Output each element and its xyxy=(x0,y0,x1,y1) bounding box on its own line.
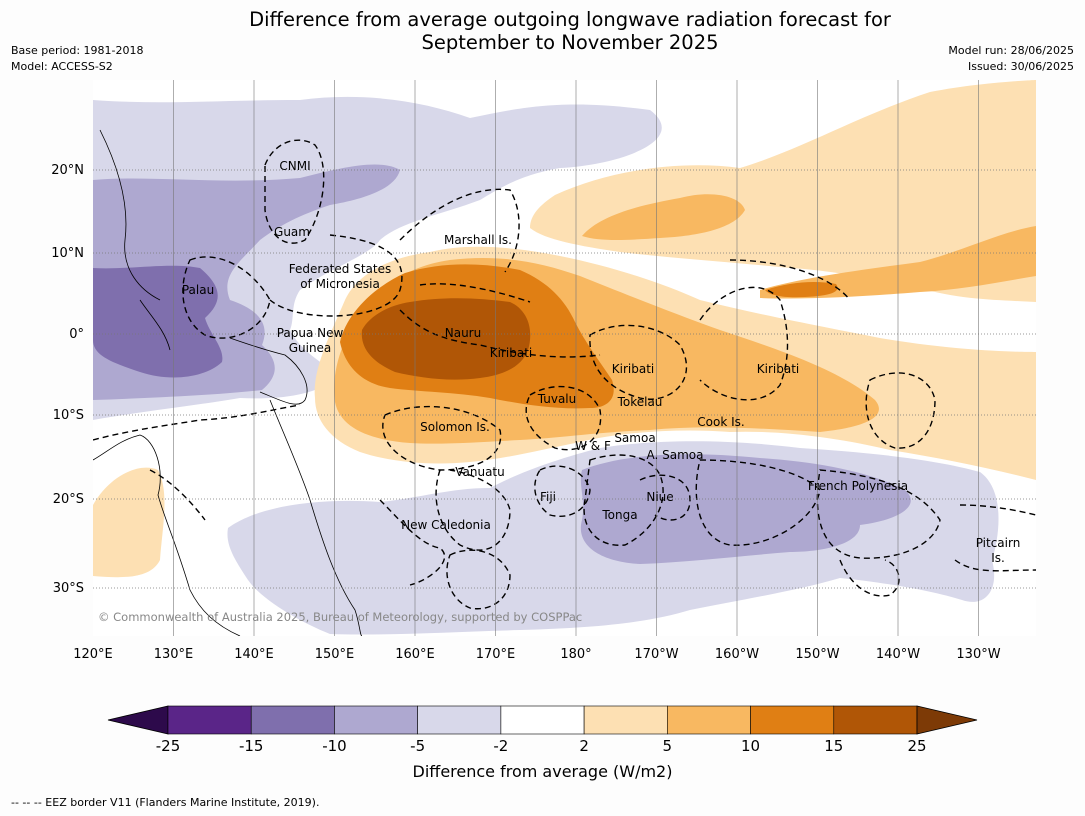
svg-text:150°E: 150°E xyxy=(315,647,355,662)
svg-text:140°E: 140°E xyxy=(234,647,274,662)
svg-text:160°W: 160°W xyxy=(715,647,759,662)
colorbar-tick-label: -15 xyxy=(239,737,264,755)
coastline-philippines xyxy=(99,129,171,351)
svg-text:170°E: 170°E xyxy=(476,647,516,662)
svg-text:30°S: 30°S xyxy=(53,581,84,596)
label-fpoly: French Polynesia xyxy=(808,479,908,493)
label-tonga: Tonga xyxy=(601,508,637,522)
mid-purple-south xyxy=(580,454,911,564)
label-kiribati-1: Kiribati xyxy=(490,346,532,360)
label-cnmi: CNMI xyxy=(279,159,310,173)
label-fsm-2: of Micronesia xyxy=(300,277,380,291)
label-niue: Niue xyxy=(646,490,673,504)
orange-band-east-2 xyxy=(765,282,838,298)
svg-text:170°W: 170°W xyxy=(634,647,678,662)
coastline-australia-east xyxy=(269,399,363,636)
issued-date: Issued: 30/06/2025 xyxy=(967,60,1074,73)
colorbar-tick-label: -2 xyxy=(493,737,508,755)
label-marshall: Marshall Is. xyxy=(444,233,512,247)
colorbar-segment xyxy=(500,705,585,735)
colorbar-segment xyxy=(750,705,835,735)
orange-band-north xyxy=(582,194,745,240)
label-asamoa: A. Samoa xyxy=(647,448,704,462)
label-fsm-1: Federated States xyxy=(289,262,391,276)
label-cook: Cook Is. xyxy=(697,415,744,429)
label-fiji: Fiji xyxy=(540,490,556,504)
label-tokelau: Tokelau xyxy=(617,395,663,409)
colorbar-segment xyxy=(667,705,751,735)
label-guam: Guam xyxy=(274,225,310,239)
label-nauru: Nauru xyxy=(445,326,481,340)
colorbar-tick-label: -10 xyxy=(322,737,347,755)
colorbar-segment xyxy=(250,705,335,735)
colorbar-tick-label: 10 xyxy=(741,737,760,755)
colorbar-label: Difference from average (W/m2) xyxy=(412,762,673,781)
model-run: Model run: 28/06/2025 xyxy=(948,44,1074,57)
label-samoa: Samoa xyxy=(614,431,655,445)
svg-text:10°N: 10°N xyxy=(51,246,84,261)
colorbar-extend-high xyxy=(916,705,978,735)
map-title: Difference from average outgoing longwav… xyxy=(0,8,1085,54)
svg-text:130°W: 130°W xyxy=(956,647,1000,662)
svg-text:160°E: 160°E xyxy=(395,647,435,662)
dark-orange-core xyxy=(361,298,531,380)
label-pitcairn-1: Pitcairn xyxy=(976,536,1021,550)
svg-text:130°E: 130°E xyxy=(154,647,194,662)
meta-left: Base period: 1981-2018 Model: ACCESS-S2 xyxy=(11,43,143,75)
colorbar-tick-label: -5 xyxy=(410,737,425,755)
latitude-lines xyxy=(93,169,1036,589)
copyright-text: © Commonwealth of Australia 2025, Bureau… xyxy=(98,610,582,624)
colorbar-tick-label: 5 xyxy=(663,737,673,755)
label-palau: Palau xyxy=(182,283,214,297)
coastline-australia xyxy=(93,434,241,636)
meta-right: Model run: 28/06/2025 Issued: 30/06/2025 xyxy=(948,43,1074,75)
colorbar-extend-low xyxy=(107,705,169,735)
orange-band-east xyxy=(760,226,1036,299)
colorbar-segment xyxy=(167,705,252,735)
svg-text:150°W: 150°W xyxy=(795,647,839,662)
label-vanuatu: Vanuatu xyxy=(455,465,505,479)
svg-text:120°E: 120°E xyxy=(73,647,113,662)
label-tuvalu: Tuvalu xyxy=(537,392,577,406)
label-png-2: Guinea xyxy=(289,341,332,355)
svg-text:10°S: 10°S xyxy=(53,408,84,423)
colorbar-segment xyxy=(334,705,418,735)
svg-text:0°: 0° xyxy=(69,327,84,342)
label-kiribati-3: Kiribati xyxy=(757,362,799,376)
colorbar-tick-label: 2 xyxy=(579,737,589,755)
label-png-1: Papua New xyxy=(277,326,344,340)
eez-borders xyxy=(93,139,1036,610)
colorbar-tick-label: 25 xyxy=(907,737,926,755)
model-name: Model: ACCESS-S2 xyxy=(11,60,113,73)
svg-text:20°N: 20°N xyxy=(51,163,84,178)
label-pitcairn-2: Is. xyxy=(991,551,1005,565)
svg-text:20°S: 20°S xyxy=(53,492,84,507)
colorbar-tick-label: -25 xyxy=(156,737,181,755)
svg-text:140°W: 140°W xyxy=(876,647,920,662)
label-kiribati-2: Kiribati xyxy=(612,362,654,376)
label-solomon: Solomon Is. xyxy=(420,420,490,434)
colorbar-tick-label: 15 xyxy=(824,737,843,755)
label-wf: W & F xyxy=(575,439,611,453)
dark-purple-west xyxy=(93,265,223,378)
svg-text:180°: 180° xyxy=(560,647,591,662)
title-line-2: September to November 2025 xyxy=(421,31,719,54)
colorbar-segment xyxy=(417,705,502,735)
map-plot-area: CNMI Guam Marshall Is. Federated States … xyxy=(93,80,1036,636)
graticule xyxy=(173,80,979,636)
base-period: Base period: 1981-2018 xyxy=(11,44,144,57)
australia-anomaly xyxy=(93,467,165,578)
longitude-labels: 120°E 130°E 140°E 150°E 160°E 170°E 180°… xyxy=(73,647,1000,662)
latitude-labels: 20°N 10°N 0° 10°S 20°S 30°S xyxy=(51,163,84,596)
region-labels: CNMI Guam Marshall Is. Federated States … xyxy=(182,159,1020,565)
colorbar-segment xyxy=(833,705,918,735)
coastline-new-guinea xyxy=(229,337,308,405)
colorbar-segment xyxy=(583,705,668,735)
colorbar: -25 -15 -10 -5 -2 2 5 10 15 25 xyxy=(107,705,978,755)
eez-footnote: -- -- -- EEZ border V11 (Flanders Marine… xyxy=(11,796,320,809)
title-line-1: Difference from average outgoing longwav… xyxy=(249,8,891,31)
label-newcal: New Caledonia xyxy=(401,518,491,532)
